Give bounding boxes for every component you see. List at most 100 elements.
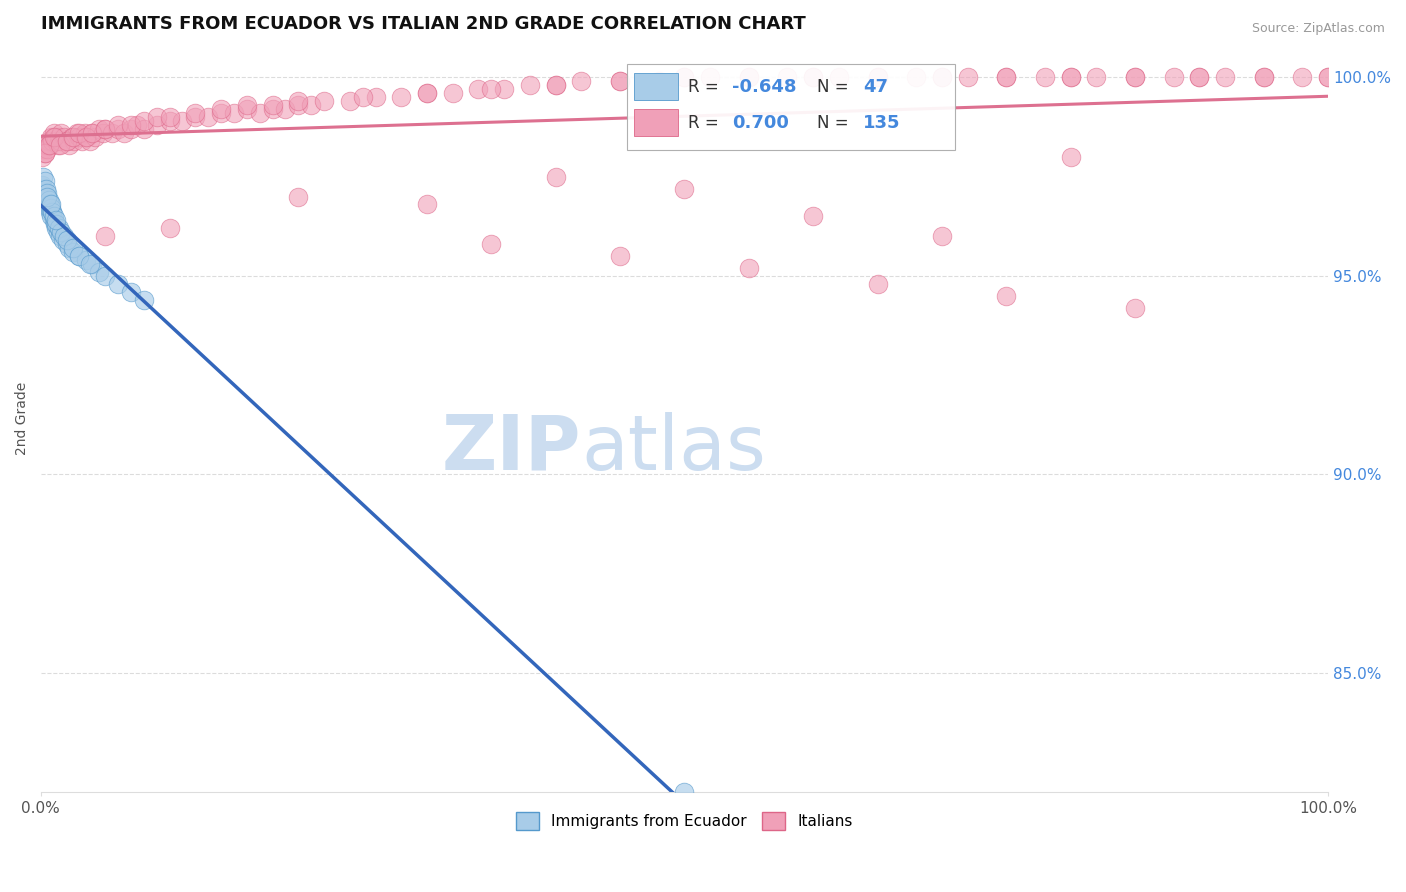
Point bbox=[1060, 70, 1083, 85]
Point bbox=[352, 90, 374, 104]
Point bbox=[184, 110, 207, 124]
Point bbox=[544, 78, 567, 93]
Point bbox=[34, 174, 56, 188]
Point bbox=[828, 70, 851, 85]
Point bbox=[673, 181, 696, 195]
Text: -0.648: -0.648 bbox=[733, 78, 797, 95]
Point bbox=[67, 249, 90, 263]
Point bbox=[38, 137, 60, 152]
Point bbox=[120, 122, 142, 136]
Point bbox=[45, 217, 67, 231]
Point bbox=[931, 70, 953, 85]
Point bbox=[494, 82, 516, 96]
Point bbox=[738, 70, 761, 85]
FancyBboxPatch shape bbox=[634, 109, 678, 136]
Point bbox=[1291, 70, 1313, 85]
Point bbox=[75, 130, 97, 145]
Point bbox=[776, 70, 799, 85]
Point bbox=[41, 205, 63, 219]
Point bbox=[60, 130, 83, 145]
Point bbox=[184, 106, 207, 120]
Point bbox=[79, 257, 101, 271]
Point bbox=[1253, 70, 1275, 85]
Point bbox=[49, 137, 72, 152]
Point bbox=[55, 134, 77, 148]
Point bbox=[52, 233, 75, 247]
Point bbox=[87, 122, 110, 136]
Point bbox=[38, 205, 60, 219]
Text: Source: ZipAtlas.com: Source: ZipAtlas.com bbox=[1251, 22, 1385, 36]
Point bbox=[132, 122, 155, 136]
Point bbox=[738, 260, 761, 275]
Point bbox=[127, 118, 149, 132]
Point bbox=[67, 130, 90, 145]
Point bbox=[37, 186, 59, 200]
Point bbox=[673, 785, 696, 799]
Point bbox=[32, 181, 55, 195]
Point bbox=[132, 293, 155, 307]
Point bbox=[34, 145, 56, 160]
Point bbox=[931, 229, 953, 244]
Point bbox=[416, 197, 439, 211]
Point bbox=[995, 70, 1018, 85]
FancyBboxPatch shape bbox=[634, 73, 678, 100]
Point bbox=[49, 229, 72, 244]
Point bbox=[479, 82, 502, 96]
Point bbox=[37, 197, 59, 211]
Point bbox=[34, 186, 56, 200]
Point bbox=[441, 87, 464, 101]
Point bbox=[905, 70, 928, 85]
Point bbox=[107, 118, 129, 132]
Point bbox=[544, 169, 567, 184]
Point bbox=[45, 134, 67, 148]
Point bbox=[1123, 70, 1146, 85]
Point bbox=[46, 137, 69, 152]
Text: R =: R = bbox=[689, 78, 724, 95]
Point bbox=[236, 102, 259, 116]
Point bbox=[262, 102, 284, 116]
Point bbox=[31, 150, 53, 164]
Point bbox=[100, 126, 122, 140]
Point bbox=[76, 130, 98, 145]
Point bbox=[209, 102, 232, 116]
Point bbox=[479, 237, 502, 252]
Point bbox=[519, 78, 541, 93]
Text: 135: 135 bbox=[863, 113, 901, 131]
Point bbox=[107, 277, 129, 291]
Point bbox=[91, 126, 114, 140]
Point bbox=[44, 217, 66, 231]
Point bbox=[49, 134, 72, 148]
Point bbox=[1085, 70, 1108, 85]
Point bbox=[58, 137, 80, 152]
Text: IMMIGRANTS FROM ECUADOR VS ITALIAN 2ND GRADE CORRELATION CHART: IMMIGRANTS FROM ECUADOR VS ITALIAN 2ND G… bbox=[41, 15, 806, 33]
Point bbox=[648, 74, 671, 88]
Point bbox=[1060, 70, 1083, 85]
Point bbox=[94, 268, 117, 283]
Point bbox=[75, 253, 97, 268]
Point bbox=[132, 114, 155, 128]
Point bbox=[699, 70, 721, 85]
Y-axis label: 2nd Grade: 2nd Grade bbox=[15, 382, 30, 456]
Point bbox=[37, 142, 59, 156]
Point bbox=[37, 189, 59, 203]
Point bbox=[38, 134, 60, 148]
Text: N =: N = bbox=[817, 113, 853, 131]
Point bbox=[995, 70, 1018, 85]
Point bbox=[172, 114, 194, 128]
Point bbox=[73, 126, 96, 140]
Point bbox=[299, 98, 322, 112]
Point bbox=[39, 130, 62, 145]
Point bbox=[249, 106, 271, 120]
Point bbox=[416, 87, 439, 101]
Point bbox=[82, 257, 104, 271]
Point bbox=[53, 130, 76, 145]
Point bbox=[48, 221, 70, 235]
Point bbox=[571, 74, 593, 88]
Point bbox=[609, 74, 631, 88]
Point bbox=[274, 102, 297, 116]
Point bbox=[38, 197, 60, 211]
Point bbox=[416, 87, 439, 101]
Point bbox=[159, 114, 181, 128]
Point bbox=[38, 202, 60, 216]
Point bbox=[738, 70, 761, 85]
